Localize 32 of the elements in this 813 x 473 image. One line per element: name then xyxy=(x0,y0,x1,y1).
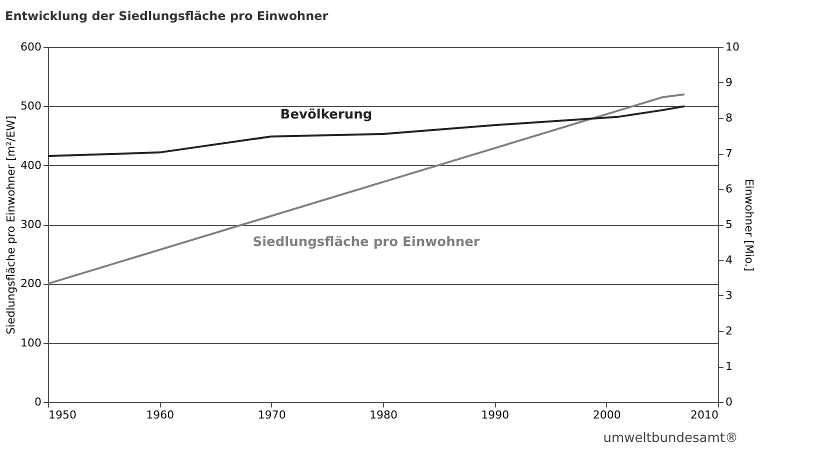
x-tick-label: 1990 xyxy=(481,408,510,422)
y-tick-label: 300 xyxy=(20,218,42,231)
y-tick-label: 200 xyxy=(20,277,42,290)
x-tick-label: 1960 xyxy=(146,408,174,422)
y2-tick-label: 9 xyxy=(726,76,732,89)
y2-tick-label: 2 xyxy=(726,324,732,338)
series-label: Bevölkerung xyxy=(280,107,372,122)
x-tick-label: 2010 xyxy=(690,408,718,422)
text: umweltbundesamt® xyxy=(603,431,738,446)
y-tick-label: 0 xyxy=(34,396,42,408)
y2-tick-label: 6 xyxy=(726,182,732,196)
y2-tick-label: 1 xyxy=(726,360,732,373)
y2-tick-label: 0 xyxy=(726,396,732,408)
line-series xyxy=(47,105,686,157)
x-tick-label: 2000 xyxy=(592,408,621,422)
y2-tick-label: 10 xyxy=(726,40,740,54)
y-tick-label: 400 xyxy=(20,158,42,172)
y2-tick-label: 4 xyxy=(726,254,732,266)
y2-tick-label: 7 xyxy=(726,147,732,160)
series-label: Siedlungsfläche pro Einwohner xyxy=(252,235,480,250)
x-tick-label: 1970 xyxy=(258,408,286,422)
y2-axis-title: Einwohner [Mio.] xyxy=(742,178,756,272)
x-tick-label: 1950 xyxy=(48,408,76,422)
y-tick-label: 500 xyxy=(20,100,42,113)
y2-tick-label: 5 xyxy=(726,218,732,231)
y-tick-label: 100 xyxy=(20,336,42,350)
y-tick-label: 600 xyxy=(20,40,42,54)
chart-title: Entwicklung der Siedlungsfläche pro Einwohner xyxy=(5,9,328,23)
y2-tick-label: 8 xyxy=(726,112,732,124)
y-axis-title: Siedlungsfläche pro Einwohner [m²/EW] xyxy=(4,116,18,334)
y2-tick-label: 3 xyxy=(726,289,732,302)
x-tick-label: 1980 xyxy=(370,408,398,422)
